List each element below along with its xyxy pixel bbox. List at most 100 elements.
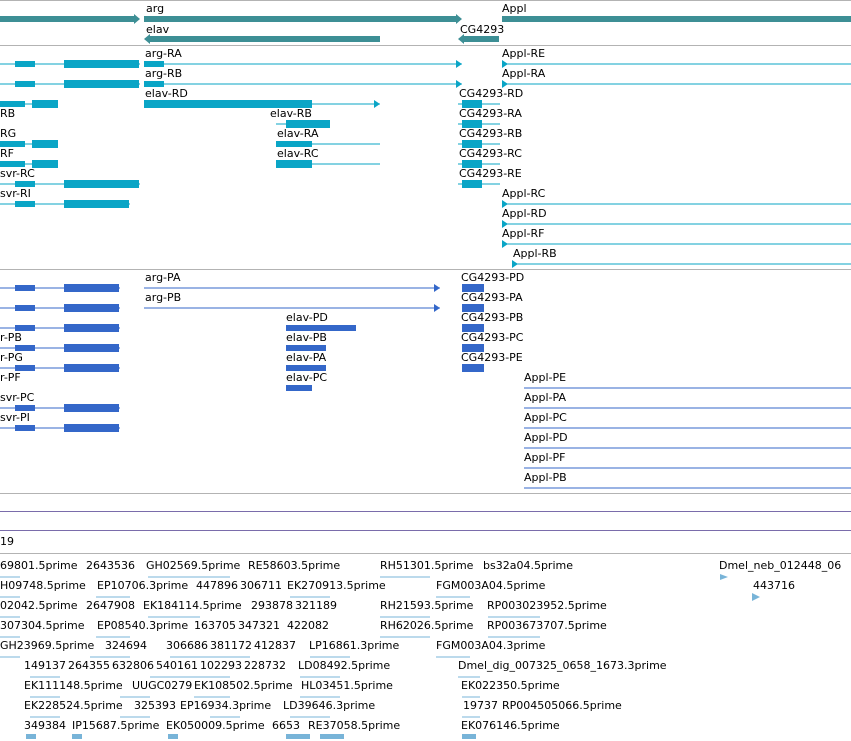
- est-label: 422082: [287, 619, 329, 632]
- est-label: 6653: [272, 719, 300, 732]
- est-label: 325393: [134, 699, 176, 712]
- est-label: 149137: [24, 659, 66, 672]
- rna-transcript-glyphs[interactable]: [0, 60, 851, 268]
- protein-label: CG4293-PB: [461, 311, 524, 324]
- track-label: 19: [0, 535, 14, 548]
- rna-label: elav-RC: [277, 147, 319, 160]
- protein-label: Appl-PB: [524, 471, 567, 484]
- protein-label: Appl-PF: [524, 451, 566, 464]
- est-label: RE37058.5prime: [308, 719, 401, 732]
- protein-label: arg-PA: [145, 271, 181, 284]
- protein-label: r-PF: [0, 371, 21, 384]
- rna-label: RG: [0, 127, 17, 140]
- protein-label: Appl-PE: [524, 371, 567, 384]
- est-label: EP10706.3prime: [97, 579, 189, 592]
- rna-label: CG4293-RC: [459, 147, 522, 160]
- est-label: HL03451.5prime: [301, 679, 393, 692]
- gene-label-appl: Appl: [502, 2, 527, 15]
- est-label: RH62026.5prime: [380, 619, 474, 632]
- est-label: EP16934.3prime: [180, 699, 272, 712]
- est-label: 306711: [240, 579, 282, 592]
- track-line: [0, 511, 851, 512]
- track-line: [0, 530, 851, 531]
- est-label: 19737: [463, 699, 498, 712]
- est-label: IP15687.5prime: [72, 719, 160, 732]
- est-label: bs32a04.5prime: [483, 559, 573, 572]
- rna-label: svr-RC: [0, 167, 35, 180]
- est-label: EP08540.3prime: [97, 619, 189, 632]
- protein-label: elav-PD: [286, 311, 328, 324]
- gene-label-cg4293: CG4293: [460, 23, 505, 36]
- est-label: FGM003A04.5prime: [436, 579, 546, 592]
- protein-label: CG4293-PA: [461, 291, 523, 304]
- rna-label: RB: [0, 107, 16, 120]
- rna-label: Appl-RC: [502, 187, 546, 200]
- est-label: EK022350.5prime: [461, 679, 560, 692]
- est-label: LP16861.3prime: [309, 639, 400, 652]
- est-label: EK076146.5prime: [461, 719, 560, 732]
- track-separator: [0, 269, 851, 270]
- protein-label: svr-PI: [0, 411, 30, 424]
- protein-transcript-glyphs[interactable]: [0, 284, 851, 489]
- est-label: RE58603.5prime: [248, 559, 341, 572]
- est-label: 347321: [238, 619, 280, 632]
- rna-label: Appl-RE: [502, 47, 546, 60]
- est-label: LD08492.5prime: [298, 659, 391, 672]
- est-label: 349384: [24, 719, 66, 732]
- rna-label: CG4293-RA: [459, 107, 522, 120]
- rna-label: arg-RA: [145, 47, 182, 60]
- est-label: EK184114.5prime: [143, 599, 242, 612]
- est-label: 102293: [200, 659, 242, 672]
- gene-glyph-elav[interactable]: [144, 34, 380, 44]
- est-label: RH21593.5prime: [380, 599, 474, 612]
- gene-glyph-appl[interactable]: [502, 16, 851, 22]
- protein-label: r-PB: [0, 331, 22, 344]
- est-label: LD39646.3prime: [283, 699, 376, 712]
- protein-label: r-PG: [0, 351, 23, 364]
- gene-label-elav: elav: [146, 23, 170, 36]
- est-label: 228732: [244, 659, 286, 672]
- rna-label: Appl-RD: [502, 207, 547, 220]
- est-label: EK050009.5prime: [166, 719, 265, 732]
- est-label: 69801.5prime: [0, 559, 78, 572]
- track-separator: [0, 0, 851, 1]
- est-label: H09748.5prime: [0, 579, 86, 592]
- rna-label: elav-RD: [145, 87, 188, 100]
- rna-label: Appl-RB: [513, 247, 557, 260]
- est-label: 540161: [156, 659, 198, 672]
- protein-label: svr-PC: [0, 391, 35, 404]
- protein-label: Appl-PC: [524, 411, 567, 424]
- rna-label: CG4293-RD: [459, 87, 524, 100]
- protein-label: elav-PA: [286, 351, 327, 364]
- protein-label: elav-PC: [286, 371, 328, 384]
- est-label: RP003673707.5prime: [487, 619, 607, 632]
- gene-label-arg: arg: [146, 2, 165, 15]
- rna-label: CG4293-RE: [459, 167, 522, 180]
- est-label: EK270913.5prime: [287, 579, 386, 592]
- protein-label: CG4293-PD: [461, 271, 525, 284]
- est-label: 293878: [251, 599, 293, 612]
- rna-label: svr-RI: [0, 187, 31, 200]
- gene-glyph-arg[interactable]: [0, 14, 462, 24]
- est-label: RP003023952.5prime: [487, 599, 607, 612]
- est-label: GH23969.5prime: [0, 639, 95, 652]
- est-label: 307304.5prime: [0, 619, 85, 632]
- rna-label: CG4293-RB: [459, 127, 523, 140]
- track-separator: [0, 45, 851, 46]
- rna-label: Appl-RF: [502, 227, 545, 240]
- rna-label: RF: [0, 147, 14, 160]
- rna-label: Appl-RA: [502, 67, 546, 80]
- rna-label: elav-RB: [270, 107, 312, 120]
- protein-label: Appl-PA: [524, 391, 566, 404]
- est-label: 324694: [105, 639, 147, 652]
- gene-glyph-cg4293[interactable]: [458, 34, 499, 44]
- est-label: 632806: [112, 659, 154, 672]
- est-label: 447896: [196, 579, 238, 592]
- est-label: FGM003A04.3prime: [436, 639, 546, 652]
- est-feature-glyphs[interactable]: [0, 574, 760, 739]
- est-label: RH51301.5prime: [380, 559, 474, 572]
- protein-label: CG4293-PE: [461, 351, 523, 364]
- rna-label: elav-RA: [277, 127, 319, 140]
